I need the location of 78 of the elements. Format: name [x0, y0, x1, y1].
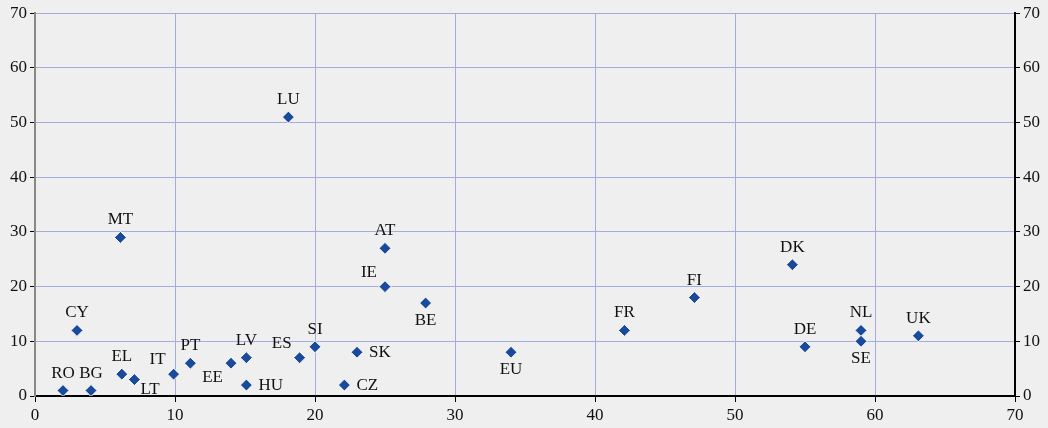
point	[70, 323, 84, 337]
y2-tick-label: 60	[1023, 57, 1040, 77]
point	[378, 280, 392, 294]
y-tick-label: 10	[10, 330, 27, 350]
point	[419, 296, 433, 310]
y2-tick-label: 40	[1023, 166, 1040, 186]
x-tick-label: 40	[586, 404, 604, 424]
annotation: ES	[271, 332, 292, 352]
point	[378, 241, 392, 255]
annotation: AT	[374, 220, 396, 240]
x-tick-label: 50	[726, 404, 744, 424]
annotation: SE	[851, 348, 871, 368]
x-tick-label: 60	[866, 404, 884, 424]
x-tick-label: 0	[30, 404, 40, 424]
annotation: CY	[65, 302, 89, 322]
y-tick-label: 20	[10, 276, 27, 296]
point	[56, 384, 70, 396]
point	[687, 291, 701, 305]
annotation: DE	[793, 318, 817, 338]
point	[239, 378, 253, 392]
annotation: HU	[258, 374, 283, 394]
y-tick-label: 40	[10, 166, 27, 186]
x-tick-label: 10	[166, 404, 184, 424]
point	[617, 323, 631, 337]
annotation: BE	[414, 310, 437, 329]
y-tick-label: 70	[10, 2, 27, 22]
annotation: UK	[906, 307, 932, 327]
point	[337, 378, 351, 392]
point	[293, 351, 307, 365]
point	[308, 340, 322, 354]
annotation: MT	[107, 209, 134, 229]
y-tick-label: 50	[10, 112, 27, 132]
annotation: BG	[79, 362, 103, 382]
annotation: EL	[111, 346, 133, 366]
annotation: NL	[849, 302, 873, 322]
point	[281, 110, 295, 124]
y2-tick-label: 70	[1023, 2, 1040, 22]
y2-tick-label: 20	[1023, 276, 1040, 296]
point	[854, 323, 868, 337]
annotation: IE	[360, 261, 377, 281]
y2-tick-label: 50	[1023, 112, 1040, 132]
point	[115, 367, 129, 381]
point	[239, 351, 253, 365]
y-tick-label: 30	[10, 221, 27, 241]
annotation: LT	[140, 378, 161, 398]
y2-tick-label: 0	[1023, 385, 1032, 405]
point	[504, 345, 518, 359]
point	[224, 356, 238, 370]
point	[127, 373, 141, 387]
annotation: SK	[369, 341, 392, 361]
point	[911, 329, 925, 343]
point	[84, 384, 98, 396]
annotation: PT	[180, 335, 201, 355]
annotation: LU	[277, 89, 300, 109]
annotation: EU	[499, 359, 523, 379]
point	[854, 334, 868, 348]
y2-tick-label: 30	[1023, 221, 1040, 241]
y-tick-label: 0	[18, 385, 27, 405]
point	[113, 230, 127, 244]
x-tick-label: 20	[306, 404, 324, 424]
annotation: SI	[307, 318, 323, 338]
annotation: EE	[202, 367, 223, 387]
point	[183, 356, 197, 370]
point	[785, 258, 799, 272]
annotation: DK	[780, 236, 806, 256]
annotation: CZ	[356, 374, 379, 394]
x-tick-label: 30	[446, 404, 464, 424]
x-tick-label: 70	[1006, 404, 1024, 424]
point	[167, 367, 181, 381]
annotation: RO	[51, 362, 75, 382]
annotation: LV	[235, 329, 258, 349]
annotation: IT	[149, 349, 167, 369]
point	[350, 345, 364, 359]
y2-tick-label: 10	[1023, 330, 1040, 350]
annotation: FR	[614, 302, 636, 322]
y-tick-label: 60	[10, 57, 27, 77]
annotation: FI	[686, 269, 703, 289]
point	[798, 340, 812, 354]
